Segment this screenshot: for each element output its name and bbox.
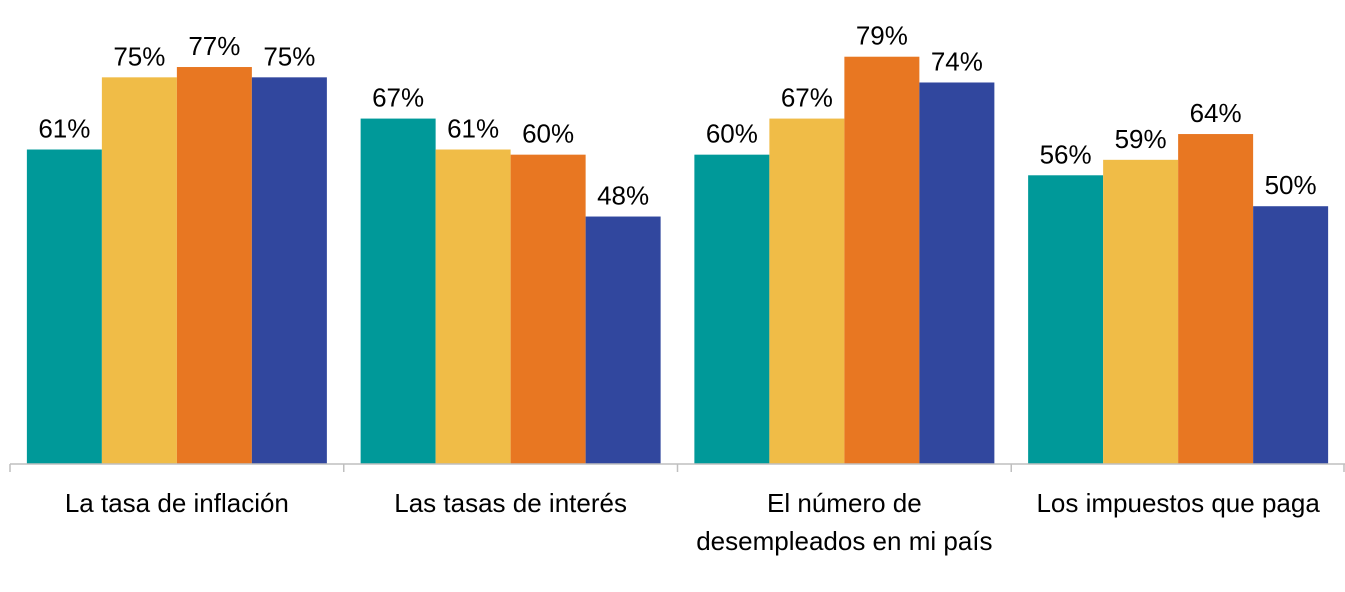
- value-label: 67%: [781, 83, 833, 113]
- bar: [919, 82, 995, 464]
- x-tick-label: La tasa de inflación: [64, 488, 289, 518]
- value-label: 77%: [188, 31, 240, 61]
- value-label: 74%: [931, 46, 983, 76]
- bar: [1103, 159, 1179, 465]
- x-tick-label: Las tasas de interés: [394, 488, 627, 518]
- bar: [1178, 134, 1254, 465]
- value-label: 56%: [1040, 139, 1092, 169]
- bar: [435, 149, 511, 464]
- x-tick-label: Los impuestos que paga: [1036, 488, 1320, 518]
- value-label: 60%: [522, 119, 574, 149]
- value-label: 64%: [1190, 98, 1242, 128]
- value-label: 48%: [597, 181, 649, 211]
- x-tick-label: El número de desempleados en mi país: [696, 488, 993, 556]
- value-label: 67%: [372, 83, 424, 113]
- value-label: 59%: [1115, 124, 1167, 154]
- bar: [510, 154, 586, 464]
- bar: [26, 149, 102, 464]
- bar: [176, 67, 252, 465]
- bar: [844, 56, 920, 464]
- value-label: 50%: [1265, 170, 1317, 200]
- value-label: 75%: [113, 41, 165, 71]
- value-label: 61%: [447, 114, 499, 144]
- bar: [694, 154, 770, 464]
- bar: [585, 216, 661, 464]
- value-label: 61%: [38, 114, 90, 144]
- bar: [769, 118, 845, 465]
- bar: [101, 77, 177, 464]
- value-label: 79%: [856, 21, 908, 51]
- bar: [1253, 206, 1329, 464]
- bar: [251, 77, 327, 464]
- value-label: 60%: [706, 119, 758, 149]
- bar: [1028, 175, 1104, 465]
- value-label: 75%: [263, 41, 315, 71]
- bar: [360, 118, 436, 465]
